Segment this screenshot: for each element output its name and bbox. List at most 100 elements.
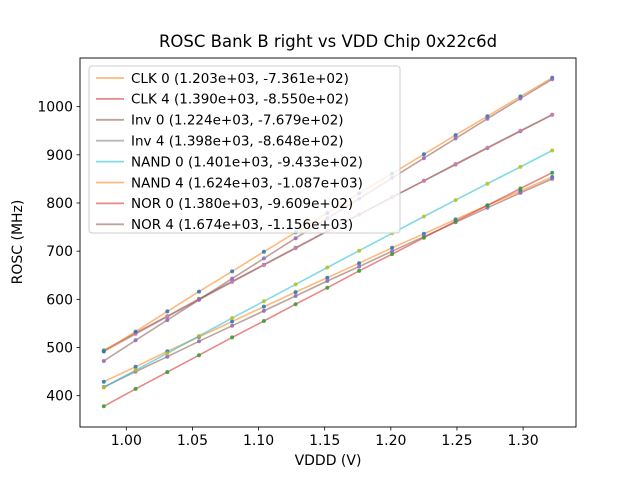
data-point-nor-4 — [518, 96, 523, 101]
legend-label-nor-4: NOR 4 (1.674e+03, -1.156e+03) — [131, 217, 353, 233]
data-point-nor-0 — [325, 285, 330, 290]
x-tick-label: 1.30 — [508, 433, 539, 449]
y-tick-label: 400 — [46, 389, 73, 405]
data-point-inv-0 — [357, 264, 362, 269]
data-point-nand-0 — [325, 265, 330, 270]
y-tick-label: 1000 — [37, 100, 73, 116]
data-point-nor-0 — [390, 252, 395, 257]
legend-label-nand-4: NAND 4 (1.624e+03, -1.087e+03) — [131, 175, 363, 191]
data-point-inv-4 — [485, 145, 490, 150]
data-point-nand-4 — [421, 152, 426, 157]
x-tick-label: 1.00 — [111, 433, 142, 449]
data-point-inv-0 — [293, 294, 298, 298]
x-tick-label: 1.15 — [309, 433, 340, 449]
data-point-inv-4 — [453, 162, 458, 166]
legend-label-nand-0: NAND 0 (1.401e+03, -9.433e+02) — [131, 154, 363, 170]
data-point-nor-0 — [197, 353, 201, 358]
data-point-nand-4 — [165, 309, 170, 314]
data-point-nor-4 — [165, 318, 170, 323]
data-point-inv-4 — [293, 246, 298, 251]
legend-label-inv-0: Inv 0 (1.224e+03, -7.679e+02) — [131, 113, 344, 129]
data-point-nand-0 — [165, 351, 170, 356]
data-point-nor-0 — [421, 235, 426, 240]
x-tick-label: 1.20 — [375, 433, 406, 449]
data-point-nand-0 — [197, 334, 201, 338]
data-point-inv-0 — [197, 339, 201, 344]
x-tick-label: 1.10 — [243, 433, 274, 449]
data-point-clk-0 — [325, 275, 330, 280]
data-point-clk-0 — [101, 379, 106, 384]
y-tick-label: 500 — [46, 341, 73, 357]
data-point-clk-0 — [357, 261, 362, 266]
legend-box — [88, 65, 401, 234]
data-point-nor-0 — [133, 386, 138, 391]
data-point-nand-0 — [101, 385, 106, 390]
data-point-nor-4 — [550, 77, 555, 82]
data-point-nor-0 — [261, 319, 266, 323]
data-point-nor-4 — [453, 136, 458, 141]
data-point-clk-0 — [421, 231, 426, 236]
data-point-nand-4 — [197, 289, 201, 294]
data-point-nand-4 — [101, 349, 106, 354]
y-tick-label: 600 — [46, 292, 73, 308]
data-point-nor-0 — [518, 186, 523, 191]
legend-label-inv-4: Inv 4 (1.398e+03, -8.648e+02) — [131, 134, 344, 150]
data-point-nand-0 — [453, 198, 458, 203]
chart-title: ROSC Bank B right vs VDD Chip 0x22c6d — [159, 32, 497, 51]
data-point-nor-0 — [230, 335, 235, 340]
data-point-nor-0 — [293, 302, 298, 307]
data-point-inv-4 — [550, 112, 555, 117]
data-point-nor-4 — [133, 338, 138, 343]
y-tick-label: 800 — [46, 196, 73, 212]
data-point-inv-4 — [421, 178, 426, 183]
y-axis-label: ROSC (MHz) — [10, 200, 26, 285]
data-point-nor-0 — [165, 370, 170, 375]
data-point-clk-0 — [390, 245, 395, 250]
data-point-inv-0 — [550, 176, 555, 181]
data-point-inv-4 — [518, 128, 523, 133]
data-point-nor-4 — [197, 297, 201, 302]
data-point-inv-0 — [261, 308, 266, 313]
plot-area-border — [79, 57, 577, 428]
data-point-inv-0 — [390, 249, 395, 254]
y-tick-label: 700 — [46, 244, 73, 260]
legend-label-clk-0: CLK 0 (1.203e+03, -7.361e+02) — [131, 71, 349, 87]
data-point-nand-4 — [133, 329, 138, 334]
data-point-nand-0 — [133, 368, 138, 373]
legend-label-clk-4: CLK 4 (1.390e+03, -8.550e+02) — [131, 92, 349, 108]
data-point-nand-0 — [550, 148, 555, 153]
data-point-nand-0 — [357, 248, 362, 253]
data-point-nor-4 — [421, 156, 426, 161]
data-point-nor-4 — [261, 256, 266, 261]
y-tick-label: 900 — [46, 148, 73, 164]
data-point-nand-0 — [421, 214, 426, 219]
data-point-nand-0 — [485, 181, 490, 186]
data-point-clk-0 — [133, 364, 138, 369]
data-point-nand-4 — [453, 133, 458, 138]
data-point-nor-4 — [101, 359, 106, 363]
data-point-inv-4 — [230, 280, 235, 284]
data-point-nor-0 — [101, 404, 106, 409]
data-point-nor-4 — [485, 116, 490, 121]
data-point-nand-0 — [230, 316, 235, 321]
data-point-inv-0 — [165, 354, 170, 359]
legend-label-nor-0: NOR 0 (1.380e+03, -9.609e+02) — [131, 196, 353, 212]
data-point-nor-4 — [230, 276, 235, 281]
data-point-nand-0 — [261, 299, 266, 304]
data-point-nand-0 — [293, 282, 298, 287]
data-point-nor-0 — [485, 203, 490, 208]
data-point-clk-0 — [293, 290, 298, 295]
data-point-nor-0 — [550, 170, 555, 175]
x-tick-label: 1.05 — [177, 433, 208, 449]
data-point-nor-4 — [293, 236, 298, 241]
data-point-nand-4 — [261, 249, 266, 254]
data-point-nor-0 — [357, 268, 362, 273]
x-axis-label: VDDD (V) — [295, 453, 362, 469]
data-point-inv-0 — [518, 190, 523, 195]
data-point-clk-0 — [261, 304, 266, 309]
data-point-inv-0 — [230, 323, 235, 328]
data-point-nand-0 — [518, 164, 523, 169]
data-point-inv-0 — [325, 279, 330, 283]
